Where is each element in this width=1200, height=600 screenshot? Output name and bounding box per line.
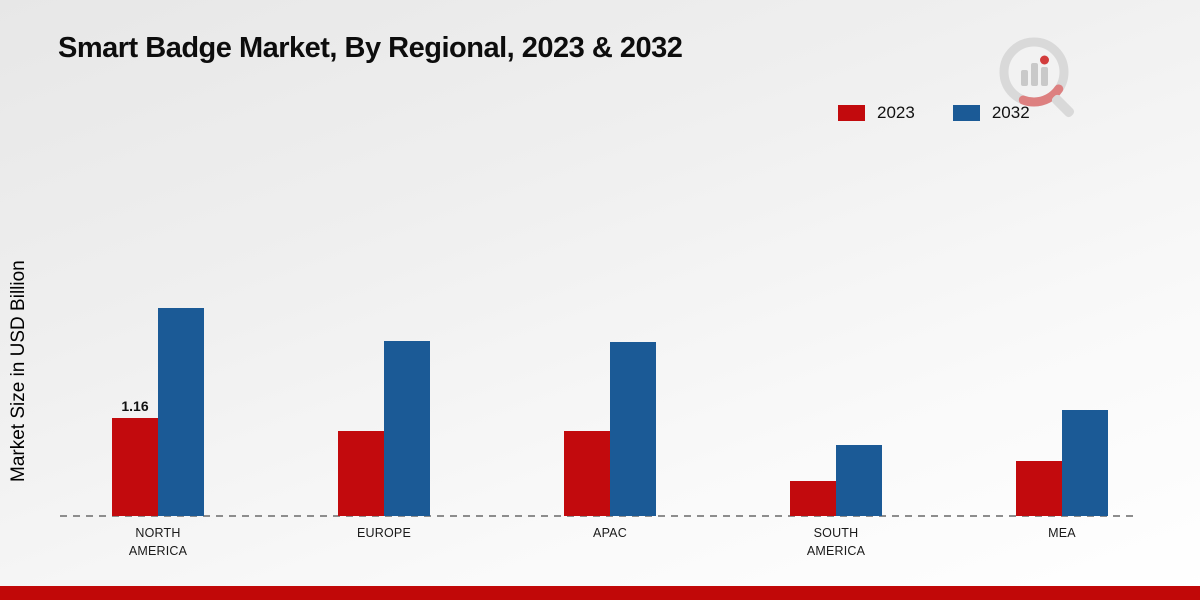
chart-title: Smart Badge Market, By Regional, 2023 & … xyxy=(58,32,683,64)
legend-item-2023: 2023 xyxy=(838,103,915,123)
bar-2032-mea xyxy=(1062,410,1108,516)
category-label: EUROPE xyxy=(357,526,411,540)
legend-item-2032: 2032 xyxy=(952,103,1030,123)
bar-group-mea: MEA xyxy=(1016,410,1108,540)
legend-swatch-2023 xyxy=(838,105,865,121)
logo-graphic xyxy=(999,37,1075,118)
bar-2023-north-america: 1.16 xyxy=(112,398,158,516)
x-axis-baseline xyxy=(60,515,1135,517)
bar-2032-apac xyxy=(610,342,656,516)
bar-2023-europe xyxy=(338,431,384,516)
chart-magnifier-logo-watermark xyxy=(996,34,1082,120)
category-label: SOUTH AMERICA xyxy=(806,526,866,558)
legend-label-2023: 2023 xyxy=(877,103,915,122)
category-label: NORTH AMERICA xyxy=(128,526,188,558)
bar-group-apac: APAC xyxy=(564,342,656,540)
bar-2032-south-america xyxy=(836,445,882,516)
footer-accent-bar xyxy=(0,586,1200,600)
chart-area: 1.16 NORTH AMERICA EUROPE APAC SOUTH AMERICA… xyxy=(45,140,1175,558)
legend: 2023 2032 xyxy=(838,103,1030,123)
bar-group-north-america: 1.16 NORTH AMERICA xyxy=(112,308,204,558)
bar-2032-north-america xyxy=(158,308,204,516)
bar-2023-apac xyxy=(564,431,610,516)
category-label: APAC xyxy=(593,526,627,540)
category-label: MEA xyxy=(1048,526,1076,540)
bar-2032-europe xyxy=(384,341,430,516)
bar-2023-south-america xyxy=(790,481,836,516)
bar-value-label: 1.16 xyxy=(121,398,149,414)
y-axis-label: Market Size in USD Billion xyxy=(8,260,29,482)
legend-label-2032: 2032 xyxy=(991,103,1030,122)
bar-group-europe: EUROPE xyxy=(338,341,430,540)
bar-group-south-america: SOUTH AMERICA xyxy=(790,445,882,558)
legend-swatch-2032 xyxy=(952,105,980,121)
bar-2023-mea xyxy=(1016,461,1062,516)
